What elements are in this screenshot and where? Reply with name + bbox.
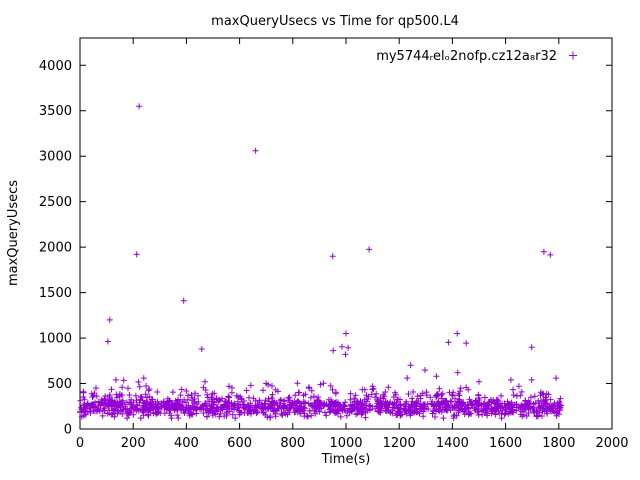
legend-series-label: my5744ᵣelₒ2nofp.cz12a₈r32 [376,49,557,64]
svg-text:1600: 1600 [489,436,522,451]
tick-labels: 0 200 400 600 800 1000 1200 1400 1600 1800 2000 0 50… [39,59,629,451]
legend-marker-icon [569,51,577,60]
svg-text:1000: 1000 [39,332,72,347]
axes [79,37,613,430]
svg-text:4000: 4000 [39,59,72,74]
svg-text:3500: 3500 [39,104,72,119]
svg-text:200: 200 [121,436,146,451]
svg-text:1800: 1800 [542,436,575,451]
svg-text:1400: 1400 [436,436,469,451]
data-points [77,103,564,422]
x-axis-label: Time(s) [321,452,371,467]
svg-text:2000: 2000 [39,241,72,256]
svg-text:600: 600 [227,436,252,451]
svg-text:400: 400 [174,436,199,451]
svg-text:3000: 3000 [39,150,72,165]
chart-title: maxQueryUsecs vs Time for qp500.L4 [211,14,459,29]
svg-text:1500: 1500 [39,286,72,301]
y-axis-label: maxQueryUsecs [6,180,21,286]
svg-text:800: 800 [280,436,305,451]
svg-text:0: 0 [64,423,72,438]
svg-text:1000: 1000 [329,436,362,451]
svg-text:0: 0 [76,436,84,451]
svg-text:2000: 2000 [595,436,628,451]
svg-text:500: 500 [47,377,72,392]
svg-text:2500: 2500 [39,195,72,210]
svg-text:1200: 1200 [383,436,416,451]
